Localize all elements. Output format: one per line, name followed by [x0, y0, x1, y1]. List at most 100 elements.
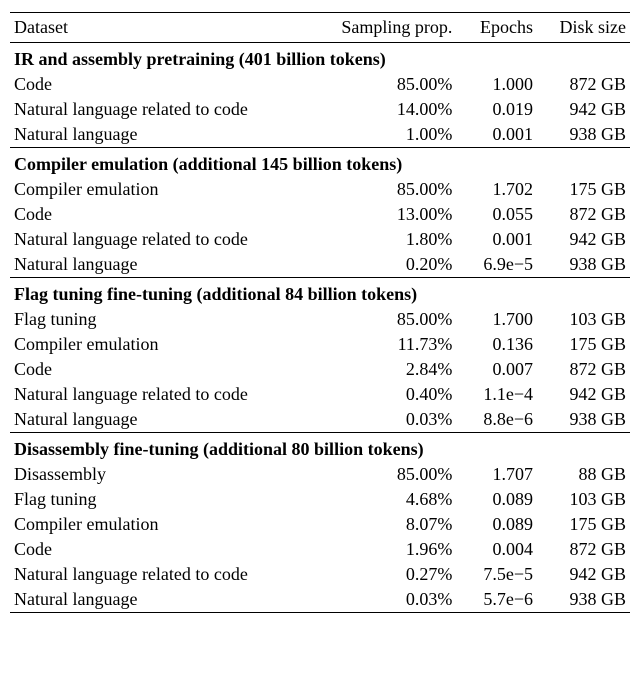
cell-dataset: Natural language	[10, 122, 320, 148]
cell-sampling: 85.00%	[320, 72, 456, 97]
cell-dataset: Natural language	[10, 407, 320, 433]
table-row: Natural language related to code 1.80% 0…	[10, 227, 630, 252]
cell-dataset: Code	[10, 537, 320, 562]
section-heading: IR and assembly pretraining (401 billion…	[10, 43, 630, 73]
table-row: Natural language 0.03% 8.8e−6 938 GB	[10, 407, 630, 433]
table-row: Disassembly 85.00% 1.707 88 GB	[10, 462, 630, 487]
cell-sampling: 0.20%	[320, 252, 456, 278]
cell-sampling: 85.00%	[320, 462, 456, 487]
col-epochs: Epochs	[456, 13, 537, 43]
cell-dataset: Natural language related to code	[10, 227, 320, 252]
section-heading: Compiler emulation (additional 145 billi…	[10, 148, 630, 178]
table-header-row: Dataset Sampling prop. Epochs Disk size	[10, 13, 630, 43]
cell-epochs: 0.001	[456, 122, 537, 148]
cell-dataset: Disassembly	[10, 462, 320, 487]
cell-epochs: 1.700	[456, 307, 537, 332]
cell-sampling: 1.80%	[320, 227, 456, 252]
cell-dataset: Code	[10, 72, 320, 97]
cell-epochs: 0.089	[456, 512, 537, 537]
table-row: Natural language related to code 14.00% …	[10, 97, 630, 122]
col-disk: Disk size	[537, 13, 630, 43]
cell-sampling: 0.40%	[320, 382, 456, 407]
cell-disk: 103 GB	[537, 307, 630, 332]
cell-disk: 872 GB	[537, 72, 630, 97]
cell-disk: 175 GB	[537, 177, 630, 202]
cell-epochs: 5.7e−6	[456, 587, 537, 613]
section-heading: Disassembly fine-tuning (additional 80 b…	[10, 433, 630, 463]
table-row: Code 13.00% 0.055 872 GB	[10, 202, 630, 227]
section-title: Compiler emulation (additional 145 billi…	[10, 148, 630, 178]
cell-dataset: Code	[10, 357, 320, 382]
table-row: Code 85.00% 1.000 872 GB	[10, 72, 630, 97]
cell-sampling: 1.00%	[320, 122, 456, 148]
cell-dataset: Compiler emulation	[10, 177, 320, 202]
section-title: Disassembly fine-tuning (additional 80 b…	[10, 433, 630, 463]
cell-disk: 872 GB	[537, 202, 630, 227]
training-data-table: Dataset Sampling prop. Epochs Disk size …	[10, 12, 630, 613]
cell-epochs: 8.8e−6	[456, 407, 537, 433]
cell-sampling: 0.03%	[320, 407, 456, 433]
cell-epochs: 0.007	[456, 357, 537, 382]
cell-disk: 942 GB	[537, 382, 630, 407]
cell-sampling: 1.96%	[320, 537, 456, 562]
cell-epochs: 7.5e−5	[456, 562, 537, 587]
cell-epochs: 1.1e−4	[456, 382, 537, 407]
cell-dataset: Compiler emulation	[10, 512, 320, 537]
cell-epochs: 0.019	[456, 97, 537, 122]
cell-dataset: Flag tuning	[10, 487, 320, 512]
table-row: Natural language 0.20% 6.9e−5 938 GB	[10, 252, 630, 278]
cell-sampling: 8.07%	[320, 512, 456, 537]
cell-sampling: 0.27%	[320, 562, 456, 587]
cell-epochs: 0.001	[456, 227, 537, 252]
table-row: Compiler emulation 11.73% 0.136 175 GB	[10, 332, 630, 357]
table-row: Natural language related to code 0.27% 7…	[10, 562, 630, 587]
table-row: Compiler emulation 85.00% 1.702 175 GB	[10, 177, 630, 202]
cell-disk: 942 GB	[537, 227, 630, 252]
cell-disk: 872 GB	[537, 357, 630, 382]
cell-sampling: 2.84%	[320, 357, 456, 382]
cell-sampling: 0.03%	[320, 587, 456, 613]
table-row: Flag tuning 4.68% 0.089 103 GB	[10, 487, 630, 512]
cell-disk: 872 GB	[537, 537, 630, 562]
cell-sampling: 11.73%	[320, 332, 456, 357]
cell-disk: 175 GB	[537, 512, 630, 537]
cell-dataset: Compiler emulation	[10, 332, 320, 357]
cell-disk: 103 GB	[537, 487, 630, 512]
table-row: Natural language 0.03% 5.7e−6 938 GB	[10, 587, 630, 613]
cell-disk: 938 GB	[537, 407, 630, 433]
cell-epochs: 0.055	[456, 202, 537, 227]
cell-disk: 942 GB	[537, 97, 630, 122]
table-row: Compiler emulation 8.07% 0.089 175 GB	[10, 512, 630, 537]
col-sampling: Sampling prop.	[320, 13, 456, 43]
section-title: Flag tuning fine-tuning (additional 84 b…	[10, 278, 630, 308]
cell-dataset: Natural language	[10, 587, 320, 613]
cell-epochs: 0.089	[456, 487, 537, 512]
cell-dataset: Natural language related to code	[10, 382, 320, 407]
section-title: IR and assembly pretraining (401 billion…	[10, 43, 630, 73]
section-heading: Flag tuning fine-tuning (additional 84 b…	[10, 278, 630, 308]
cell-epochs: 1.707	[456, 462, 537, 487]
cell-epochs: 1.000	[456, 72, 537, 97]
cell-epochs: 1.702	[456, 177, 537, 202]
cell-disk: 938 GB	[537, 122, 630, 148]
table-row: Natural language related to code 0.40% 1…	[10, 382, 630, 407]
cell-disk: 175 GB	[537, 332, 630, 357]
cell-dataset: Flag tuning	[10, 307, 320, 332]
cell-sampling: 85.00%	[320, 307, 456, 332]
cell-dataset: Natural language related to code	[10, 97, 320, 122]
cell-disk: 88 GB	[537, 462, 630, 487]
table-row: Code 2.84% 0.007 872 GB	[10, 357, 630, 382]
cell-epochs: 6.9e−5	[456, 252, 537, 278]
cell-sampling: 4.68%	[320, 487, 456, 512]
cell-disk: 938 GB	[537, 252, 630, 278]
cell-dataset: Code	[10, 202, 320, 227]
table-row: Code 1.96% 0.004 872 GB	[10, 537, 630, 562]
cell-sampling: 85.00%	[320, 177, 456, 202]
cell-disk: 938 GB	[537, 587, 630, 613]
cell-sampling: 13.00%	[320, 202, 456, 227]
col-dataset: Dataset	[10, 13, 320, 43]
cell-epochs: 0.136	[456, 332, 537, 357]
cell-sampling: 14.00%	[320, 97, 456, 122]
table-row: Natural language 1.00% 0.001 938 GB	[10, 122, 630, 148]
cell-epochs: 0.004	[456, 537, 537, 562]
